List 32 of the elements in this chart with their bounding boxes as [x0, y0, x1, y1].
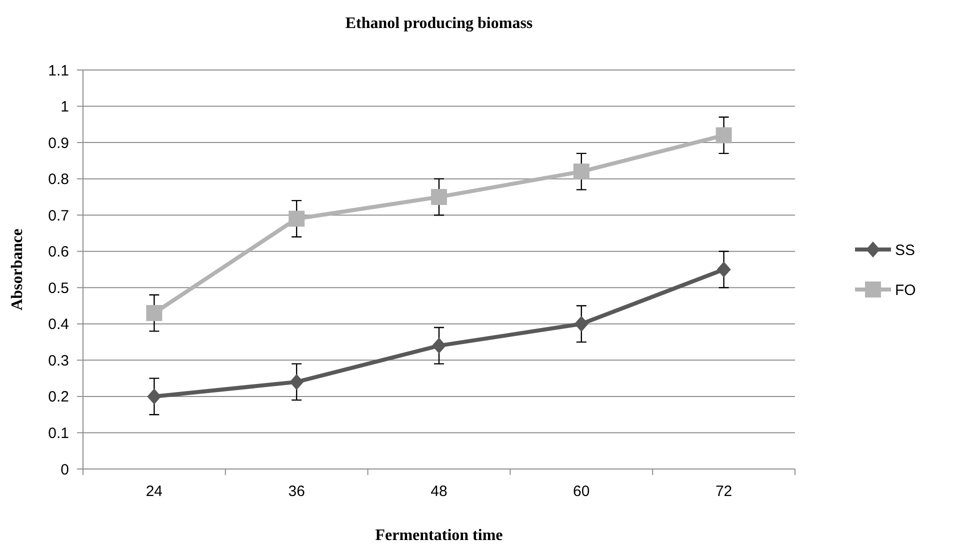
- point: [716, 127, 732, 144]
- y-tick-label: 0.7: [48, 207, 69, 224]
- y-tick-label: 0.9: [48, 134, 69, 152]
- legend-label: SS: [895, 242, 916, 259]
- y-tick-label: 0: [60, 461, 69, 478]
- chart-title: Ethanol producing biomass: [345, 15, 533, 32]
- point: [574, 316, 588, 332]
- point: [431, 188, 447, 205]
- y-tick-label: 0.2: [48, 388, 69, 406]
- x-tick-label: 72: [715, 483, 732, 500]
- x-axis-title: Fermentation time: [375, 527, 503, 544]
- point: [432, 338, 446, 354]
- x-tick-label: 60: [573, 483, 590, 500]
- x-tick-label: 48: [430, 483, 448, 500]
- point: [288, 210, 305, 227]
- y-tick-label: 0.3: [48, 352, 69, 370]
- y-tick-label: 0.1: [48, 424, 69, 442]
- y-tick-label: 0.5: [48, 280, 69, 297]
- point: [716, 262, 731, 278]
- point: [146, 305, 162, 322]
- point: [290, 374, 304, 390]
- point: [147, 388, 162, 404]
- y-tick-label: 0.8: [48, 171, 69, 188]
- y-tick-label: 0.6: [48, 244, 69, 261]
- y-tick-label: 1.1: [48, 62, 69, 80]
- x-tick-label: 24: [146, 483, 163, 500]
- point: [573, 164, 590, 180]
- y-tick-label: 1: [60, 98, 69, 116]
- legend-label: FO: [895, 282, 916, 299]
- x-tick-label: 36: [288, 483, 305, 500]
- y-axis-title: Absorbance: [9, 228, 26, 310]
- y-tick-label: 0.4: [48, 316, 69, 334]
